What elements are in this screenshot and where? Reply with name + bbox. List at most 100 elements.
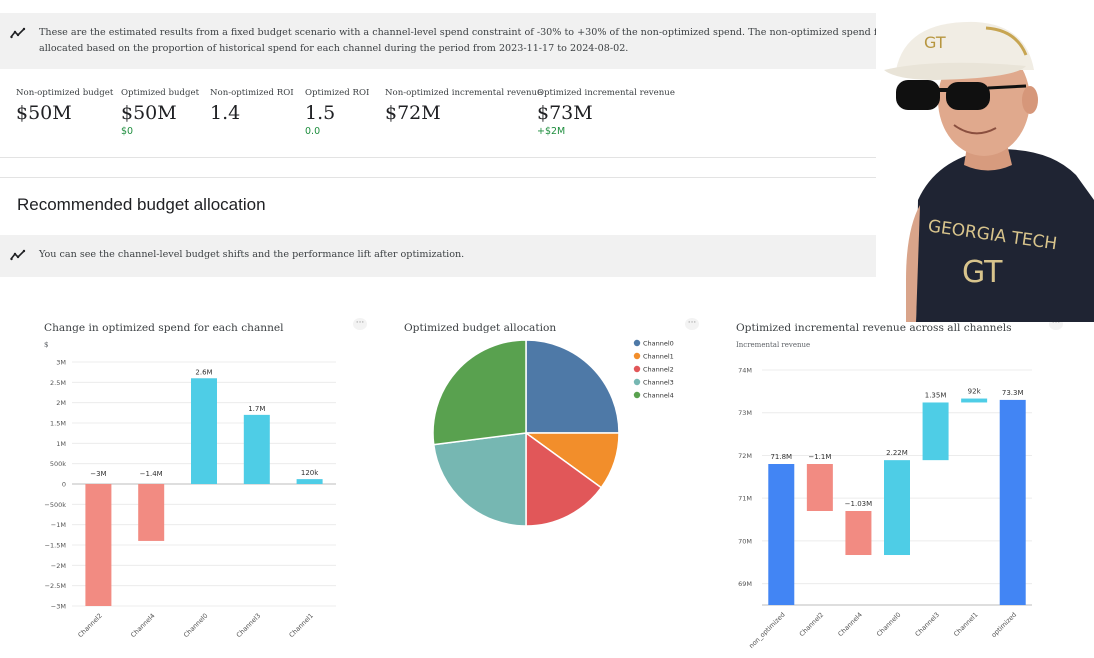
x-tick-label: Channel2: [76, 612, 103, 639]
trending-icon: [10, 27, 26, 39]
x-tick-label: Channel0: [875, 611, 902, 638]
chart-menu-button[interactable]: ···: [353, 318, 367, 330]
y-tick-label: 70M: [738, 537, 752, 545]
metric-value: $50M: [121, 102, 177, 124]
chart-title-allocation: Optimized budget allocation: [404, 322, 557, 334]
chart-menu-button[interactable]: ···: [685, 318, 699, 330]
x-tick-label: Channel1: [288, 612, 315, 639]
trending-icon: [10, 249, 26, 261]
y-tick-label: −2M: [51, 562, 66, 570]
x-tick-label: Channel2: [798, 611, 825, 638]
y-tick-label: −1.5M: [45, 542, 66, 550]
legend-label: Channel0: [643, 339, 674, 347]
svg-text:GT: GT: [962, 255, 1003, 290]
summary-text: These are the estimated results from a f…: [39, 27, 1072, 54]
x-tick-label: optimized: [990, 611, 1018, 639]
metric-delta: $0: [121, 126, 134, 137]
data-label: 1.35M: [925, 391, 947, 399]
y-tick-label: 1.5M: [50, 420, 66, 428]
metric-non-optimized-revenue: Non-optimized incremental revenue $72M: [385, 88, 542, 124]
y-tick-label: −500k: [44, 501, 66, 509]
spend-change-chart: 3M 2.5M 2M 1.5M 1M 500k 0 −500k −1M −1.5M −2M −2.5M…: [44, 359, 336, 639]
y-tick-label: 69M: [738, 580, 752, 588]
bar-channel4: [138, 484, 165, 541]
bar-channel1: [296, 479, 323, 484]
data-label: −1.03M: [845, 500, 873, 508]
allocation-pie-chart: Channel0 Channel1 Channel2 Channel3 Channel4: [432, 339, 674, 527]
y-tick-label: 0: [62, 481, 66, 489]
x-tick-label: Channel3: [914, 611, 941, 638]
chart-ylabel-revenue: Incremental revenue: [736, 341, 811, 349]
data-label: 2.22M: [886, 449, 908, 457]
metric-non-optimized-roi: Non-optimized ROI 1.4: [210, 88, 294, 124]
metric-optimized-revenue: Optimized incremental revenue $73M +$2M: [537, 88, 675, 137]
legend-label: Channel4: [643, 391, 674, 399]
y-tick-label: −1M: [51, 521, 66, 529]
data-label: 1.7M: [248, 405, 265, 413]
person-photo: GT GEORGIA TECH GT: [876, 0, 1094, 322]
x-tick-label: non_optimized: [747, 611, 786, 650]
metric-non-optimized-budget: Non-optimized budget $50M: [16, 88, 113, 124]
y-tick-label: 72M: [738, 452, 752, 460]
metric-label: Non-optimized ROI: [210, 88, 294, 98]
metric-value: 1.4: [210, 102, 241, 124]
chart-title-revenue: Optimized incremental revenue across all…: [736, 322, 1012, 334]
y-tick-label: 1M: [56, 440, 66, 448]
pie-slice-channel2: [525, 431, 603, 527]
bar-channel3: [922, 402, 949, 461]
legend-label: Channel2: [643, 365, 674, 373]
legend-label: Channel1: [643, 352, 674, 360]
data-label: −1.4M: [140, 470, 163, 478]
y-tick-label: −3M: [51, 603, 66, 611]
metric-label: Non-optimized budget: [16, 88, 114, 98]
pie-slice-channel0: [525, 339, 620, 434]
metric-label: Optimized budget: [121, 88, 200, 98]
x-tick-label: Channel0: [182, 612, 209, 639]
legend-swatch: [633, 352, 641, 360]
metric-label: Optimized incremental revenue: [537, 88, 675, 98]
data-label: 73.3M: [1002, 389, 1024, 397]
pie-slice-channel3: [432, 432, 527, 527]
x-tick-label: Channel4: [129, 612, 156, 639]
y-tick-label: 500k: [50, 460, 66, 468]
bar-channel4: [845, 511, 872, 556]
metric-label: Non-optimized incremental revenue: [385, 88, 543, 98]
y-tick-label: 73M: [738, 409, 752, 417]
svg-text:GT: GT: [924, 33, 946, 52]
metric-value: $50M: [16, 102, 72, 124]
y-tick-label: −2.5M: [45, 582, 66, 590]
bar-channel2: [85, 484, 112, 606]
section-title: Recommended budget allocation: [17, 195, 266, 214]
y-tick-label: 71M: [738, 495, 752, 503]
divider: [0, 177, 1094, 178]
metric-delta: +$2M: [537, 126, 566, 137]
metric-value: 1.5: [305, 102, 336, 124]
legend-swatch: [633, 391, 641, 399]
y-tick-label: 74M: [738, 367, 752, 375]
metric-optimized-roi: Optimized ROI 1.5 0.0: [305, 88, 369, 137]
chart-title-spend-change: Change in optimized spend for each chann…: [44, 322, 284, 334]
bar-channel0: [884, 460, 910, 556]
y-tick-label: 2.5M: [50, 379, 66, 387]
legend-swatch: [633, 339, 641, 347]
metric-value: $72M: [385, 102, 441, 124]
metric-label: Optimized ROI: [305, 88, 370, 98]
chart-ylabel-spend-change: $: [44, 341, 49, 349]
data-label: 2.6M: [195, 368, 212, 376]
legend-swatch: [633, 378, 641, 386]
y-tick-label: 2M: [56, 399, 66, 407]
metric-optimized-budget: Optimized budget $50M $0: [121, 88, 199, 137]
x-tick-label: Channel3: [235, 612, 262, 639]
bar-channel1: [961, 398, 988, 403]
pie-slice-channel4: [432, 339, 527, 446]
x-tick-label: Channel1: [952, 611, 979, 638]
info-text: You can see the channel-level budget shi…: [39, 249, 465, 260]
bar-optimized: [999, 399, 1026, 605]
metric-value: $73M: [537, 102, 593, 124]
bar-channel3: [243, 414, 270, 484]
data-label: 71.8M: [770, 453, 792, 461]
revenue-waterfall-chart: 69M 70M 71M 72M 73M 74M 71.8M non_optimized −1.1…: [738, 367, 1032, 650]
metric-delta: 0.0: [305, 126, 321, 137]
data-label: −3M: [90, 470, 106, 478]
y-tick-label: 3M: [56, 359, 66, 367]
